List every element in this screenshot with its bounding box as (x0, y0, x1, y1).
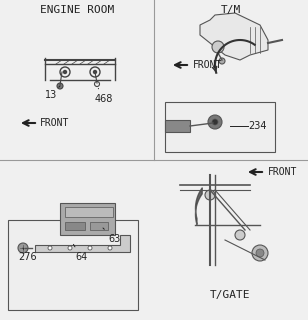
Bar (60, 203, 115, 235)
Text: 468: 468 (95, 88, 113, 104)
Circle shape (57, 83, 63, 89)
Circle shape (208, 115, 222, 129)
Circle shape (212, 41, 224, 53)
Text: 276: 276 (18, 248, 37, 262)
Circle shape (205, 190, 215, 200)
Circle shape (88, 246, 92, 250)
Bar (8, 220, 138, 310)
Bar (65, 222, 85, 230)
Circle shape (18, 243, 28, 253)
Polygon shape (200, 13, 268, 60)
Text: 63: 63 (103, 228, 120, 244)
Bar (165, 120, 190, 132)
Text: 13: 13 (45, 86, 60, 100)
Polygon shape (35, 235, 130, 252)
Circle shape (108, 246, 112, 250)
Circle shape (48, 246, 52, 250)
Circle shape (235, 230, 245, 240)
Bar (90, 222, 108, 230)
Text: T/GATE: T/GATE (210, 290, 250, 300)
Circle shape (94, 70, 96, 74)
Text: T/M: T/M (221, 5, 241, 15)
Circle shape (68, 246, 72, 250)
Text: FRONT: FRONT (193, 60, 222, 70)
Circle shape (212, 119, 218, 125)
Text: FRONT: FRONT (268, 167, 298, 177)
Circle shape (63, 70, 67, 74)
Bar (65, 207, 113, 217)
Text: 234: 234 (248, 121, 266, 131)
Text: 64: 64 (73, 244, 87, 262)
Text: FRONT: FRONT (40, 118, 69, 128)
Circle shape (252, 245, 268, 261)
Text: ENGINE ROOM: ENGINE ROOM (40, 5, 114, 15)
Bar (165, 102, 275, 152)
Circle shape (219, 58, 225, 64)
Circle shape (256, 249, 264, 257)
